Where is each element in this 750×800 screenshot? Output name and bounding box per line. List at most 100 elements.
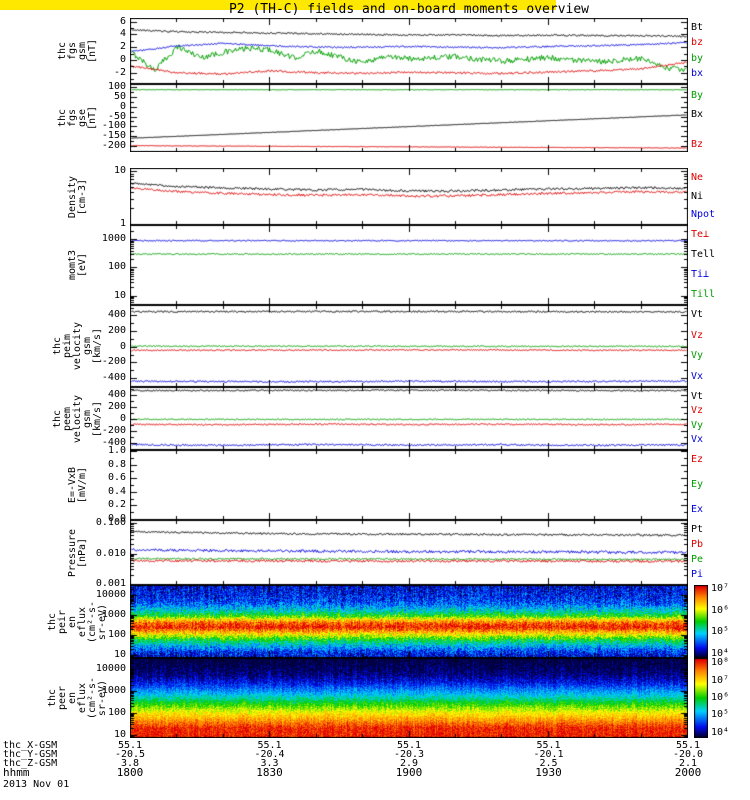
panel-temp-ytick: 100 (107, 261, 126, 272)
panel-efield-ytick: 0.8 (107, 459, 126, 470)
axis-row-hhmm-header: hhmm (3, 766, 30, 779)
panel-peer-ytick: 1000 (101, 685, 126, 696)
panel-peer-colorbar-label: 10⁶ (711, 692, 730, 703)
panel-fgs2-ytick: -200 (101, 140, 126, 151)
axis-row-xgsm-header: thc_X-GSM (3, 740, 58, 751)
panel-temp-legend-Tell: Tell (691, 249, 716, 260)
panel-density-ytick: 10 (113, 165, 126, 176)
panel-fgs1-legend-bz: bz (691, 37, 704, 49)
panel-efield-legend-Ey: Ey (691, 479, 704, 490)
panel-efield-ytick: 1.0 (107, 445, 126, 456)
panel-vion-legend-Vt: Vt (691, 309, 704, 320)
panel-peir-colorbar-label: 10⁷ (711, 583, 730, 595)
panel-peir-ytick: 10 (113, 649, 126, 660)
panel-efield-ylabel: E=-VxB [mV/m] (67, 466, 88, 504)
panel-peer-plot (130, 658, 688, 738)
panel-vion-plot (130, 305, 688, 387)
axis-row-hhmm-value: 1830 (256, 766, 283, 779)
panel-fgs2-ytick: 100 (107, 81, 126, 92)
panel-press-ytick: 0.100 (95, 517, 126, 528)
panel-peir-ytick: 1000 (101, 609, 126, 620)
panel-peir-colorbar (694, 585, 708, 658)
panel-vele-legend-Vz: Vz (691, 405, 704, 417)
panel-peer-colorbar (694, 658, 708, 738)
panel-fgs1-legend-Bt: Bt (691, 22, 704, 33)
panel-peer-colorbar-label: 10⁸ (711, 657, 730, 669)
panel-vele-legend-Vt: Vt (691, 391, 704, 402)
axis-row-zgsm-header: thc_Z-GSM (3, 758, 58, 769)
panel-temp-legend-Te⊥: Te⊥ (691, 229, 710, 240)
axis-row-ygsm-value: -20.1 (533, 749, 564, 760)
panel-efield-legend-Ex: Ex (691, 504, 704, 515)
panel-fgs2-ytick: 0 (119, 101, 126, 112)
plot-title: P2 (TH-C) fields and on-board moments ov… (228, 2, 590, 17)
panel-vion-ytick: 400 (107, 309, 126, 320)
panel-temp-legend-Ti⊥: Ti⊥ (691, 269, 710, 280)
panel-peir-colorbar-label: 10⁵ (711, 626, 730, 638)
panel-press-legend-Pi: Pi (691, 569, 704, 580)
panel-vele-ytick: -200 (101, 425, 126, 436)
date-label: 2013 Nov 01 (3, 779, 70, 790)
panel-vion-ytick: 0 (119, 341, 126, 352)
panel-press-ylabel: Pressure [nPa] (67, 528, 88, 577)
panel-efield-plot (130, 450, 688, 520)
panel-vele-ytick: 0 (119, 413, 126, 424)
panel-density-legend-Npot: Npot (691, 209, 716, 220)
panel-density-ylabel: Density [cm-3] (67, 175, 88, 218)
panel-vion-legend-Vz: Vz (691, 329, 704, 341)
axis-row-ygsm-value: -20.3 (393, 749, 425, 760)
panel-press-ytick: 0.010 (95, 548, 126, 559)
panel-fgs2-ytick: -150 (101, 130, 126, 141)
axis-row-ygsm-value: -20.4 (254, 749, 285, 760)
axis-row-hhmm-value: 2000 (674, 766, 702, 779)
panel-peir-plot (130, 585, 688, 658)
panel-fgs2-plot (130, 84, 688, 152)
panel-vele-ytick: -400 (101, 437, 126, 448)
panel-peer-ylabel: thc peer en eflux (cm²-s- sr-eV) (47, 676, 108, 720)
panel-peer-colorbar-label: 10⁴ (711, 726, 730, 738)
panel-press-plot (130, 520, 688, 585)
panel-press-legend-Pb: Pb (691, 539, 704, 550)
panel-fgs1-ytick: 0 (119, 54, 126, 65)
region-flag-bar (0, 0, 556, 10)
panel-efield-ytick: 0.0 (107, 513, 126, 524)
panel-temp-legend-Till: Till (691, 289, 716, 300)
axis-row-hhmm-value: 1800 (116, 766, 144, 779)
panel-fgs1-ytick: -2 (113, 67, 126, 78)
panel-fgs2-ytick: -50 (107, 111, 126, 122)
axis-row-zgsm-value: 2.1 (678, 758, 698, 769)
panel-vele-ylabel: thc peem velocity gsm [km/s] (52, 394, 103, 443)
panel-temp-ytick: 1000 (101, 233, 126, 244)
axis-row-xgsm-value: 55.1 (675, 740, 701, 751)
axis-row-xgsm-value: 55.1 (117, 740, 143, 751)
panel-peer-ytick: 100 (107, 707, 126, 718)
panel-vion-ytick: -400 (101, 372, 126, 383)
panel-fgs1-legend-by: by (691, 52, 704, 64)
panel-temp-plot (130, 225, 688, 305)
axis-row-zgsm-value: 3.8 (120, 758, 140, 769)
panel-vele-plot (130, 387, 688, 450)
axis-row-zgsm-value: 2.5 (539, 758, 558, 769)
panel-peer-colorbar-label: 10⁵ (711, 709, 730, 721)
panel-efield-ytick: 0.4 (107, 486, 126, 497)
panel-density-legend-Ne: Ne (691, 172, 704, 183)
panel-fgs2-legend-Bz: Bz (691, 139, 704, 151)
axis-row-ygsm-header: thc_Y-GSM (3, 749, 58, 760)
panel-peer-ytick: 10 (113, 729, 126, 740)
axis-row-ygsm-value: -20.0 (672, 749, 704, 760)
axis-row-xgsm-value: 55.1 (396, 740, 422, 751)
panel-density-ytick: 1 (119, 218, 126, 229)
panel-fgs2-legend-Bx: Bx (691, 108, 704, 120)
axis-row-hhmm-value: 1930 (535, 766, 562, 779)
panel-vele-legend-Vy: Vy (691, 419, 704, 431)
panel-fgs1-ytick: 6 (119, 16, 126, 27)
axis-row-hhmm-value: 1900 (395, 766, 423, 779)
axis-row-zgsm-value: 3.3 (260, 758, 279, 769)
panel-press-ytick: 0.001 (95, 578, 126, 589)
axis-row-zgsm-value: 2.9 (399, 758, 419, 769)
panel-vele-legend-Vx: Vx (691, 434, 704, 445)
panel-peer-ytick: 10000 (95, 663, 126, 674)
panel-fgs2-ytick: -100 (101, 120, 126, 131)
panel-fgs1-legend-bx: bx (691, 68, 704, 79)
